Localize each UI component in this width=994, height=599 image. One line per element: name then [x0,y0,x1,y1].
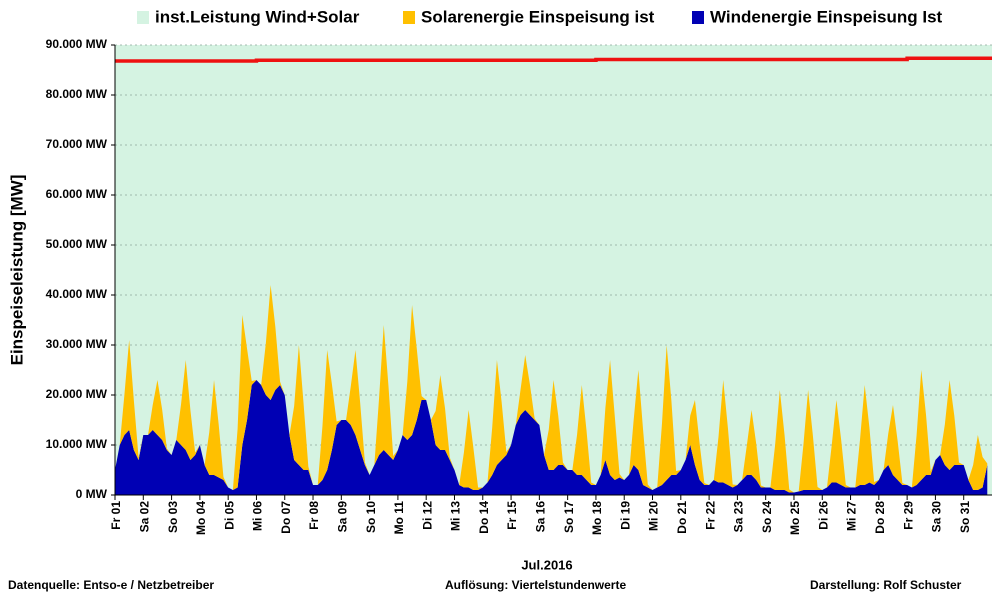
y-tick-label: 90.000 MW [46,37,108,51]
x-tick-label: So 24 [760,501,774,533]
y-tick-label: 0 MW [76,487,108,501]
x-tick-label: Mo 25 [788,501,802,535]
x-tick-label: Do 14 [477,501,491,534]
x-tick-label: Fr 15 [505,501,519,530]
x-tick-label: Mi 20 [647,501,661,531]
footer-author: Darstellung: Rolf Schuster [810,578,962,592]
x-tick-label: Di 12 [420,501,434,530]
y-tick-label: 60.000 MW [46,187,108,201]
x-tick-label: Fr 29 [901,501,915,530]
x-tick-label: Do 21 [675,501,689,534]
x-tick-label: So 17 [562,501,576,533]
y-tick-label: 70.000 MW [46,137,108,151]
x-tick-label: Sa 02 [137,501,151,533]
x-tick-label: Mi 27 [845,501,859,531]
x-tick-label: Di 19 [618,501,632,530]
x-tick-label: Sa 16 [534,501,548,533]
x-tick-label: Di 05 [222,501,236,530]
y-tick-label: 10.000 MW [46,437,108,451]
capacity-area [115,58,992,495]
x-tick-label: So 03 [166,501,180,533]
legend-label: Windenergie Einspeisung Ist [710,7,943,26]
x-tick-label: Fr 22 [703,501,717,530]
y-tick-label: 40.000 MW [46,287,108,301]
footer-source: Datenquelle: Entso-e / Netzbetreiber [8,578,214,592]
x-tick-label: Mo 18 [590,501,604,535]
legend-swatch [692,11,704,24]
x-tick-label: Fr 01 [109,501,123,530]
x-tick-label: Di 26 [816,501,830,530]
x-tick-label: Do 28 [873,501,887,534]
capacity-line [115,56,992,63]
x-tick-label: Fr 08 [307,501,321,530]
x-tick-label: So 10 [364,501,378,533]
y-tick-label: 20.000 MW [46,387,108,401]
y-tick-label: 30.000 MW [46,337,108,351]
x-axis-title: Jul.2016 [521,557,572,572]
x-tick-label: Do 07 [279,501,293,534]
y-tick-label: 80.000 MW [46,87,108,101]
y-axis-title: Einspeiseleistung [MW] [7,175,26,366]
legend-swatch [137,11,149,24]
footer-resolution: Auflösung: Viertelstundenwerte [445,578,626,592]
stacked-area [115,285,988,493]
x-tick-label: Mi 06 [251,501,265,531]
x-tick-label: Sa 30 [930,501,944,533]
legend-label: Solarenergie Einspeisung ist [421,7,655,26]
x-tick-label: Sa 23 [732,501,746,533]
y-tick-label: 50.000 MW [46,237,108,251]
x-tick-label: Mo 11 [392,501,406,535]
x-tick-label: Sa 09 [335,501,349,533]
legend-label: inst.Leistung Wind+Solar [155,7,360,26]
legend-swatch [403,11,415,24]
stacked-area [115,380,988,495]
x-tick-label: Mo 04 [194,501,208,535]
x-tick-label: Mi 13 [449,501,463,531]
x-tick-label: So 31 [958,501,972,533]
